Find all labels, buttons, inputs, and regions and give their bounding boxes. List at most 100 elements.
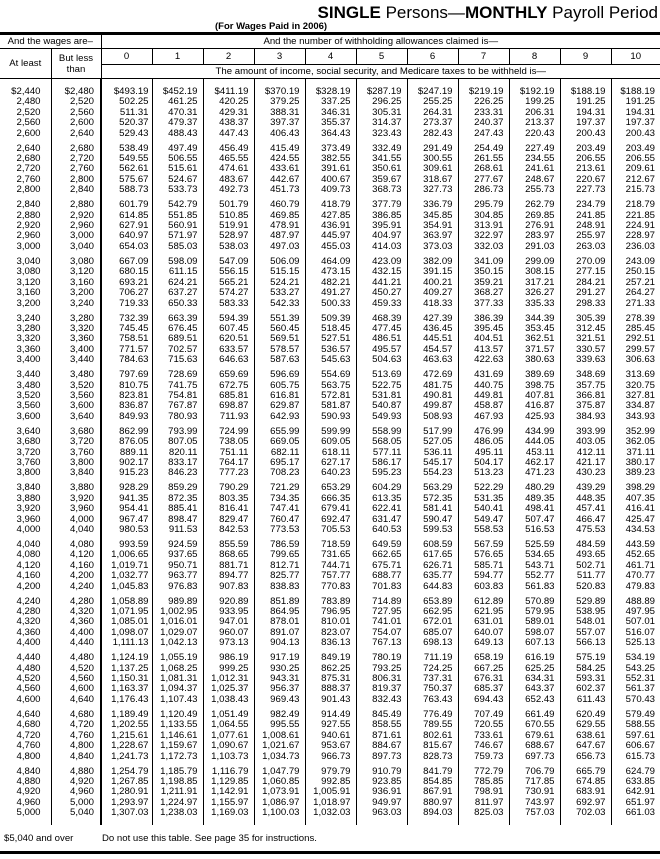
withholding-amount-5: 540.87 bbox=[355, 400, 407, 412]
withholding-amount-9: 692.97 bbox=[559, 797, 611, 809]
withholding-amount-8: 199.25 bbox=[508, 96, 560, 108]
wage-but-less-than: 5,040 bbox=[50, 807, 101, 819]
withholding-amount-10: 651.97 bbox=[610, 797, 660, 809]
wage-but-less-than: 3,960 bbox=[50, 503, 101, 515]
withholding-amount-4: 418.79 bbox=[304, 199, 356, 211]
withholding-amount-0: 1,137.25 bbox=[100, 663, 152, 675]
blank-cell bbox=[202, 195, 254, 201]
withholding-amount-6: 264.31 bbox=[406, 107, 458, 119]
blank-cell bbox=[151, 139, 203, 144]
blank-cell bbox=[457, 365, 509, 371]
withholding-amount-8: 398.75 bbox=[508, 380, 560, 391]
wage-at-least: 3,640 bbox=[16, 425, 41, 437]
blank-cell bbox=[50, 308, 101, 314]
withholding-amount-9: 312.45 bbox=[559, 323, 611, 335]
withholding-amount-4: 581.87 bbox=[304, 400, 356, 412]
withholding-amount-8: 335.33 bbox=[508, 298, 560, 309]
blank-cell bbox=[610, 252, 660, 257]
withholding-amount-10: 570.43 bbox=[610, 694, 660, 706]
withholding-amount-3: 708.23 bbox=[253, 467, 305, 479]
withholding-amount-9: 348.69 bbox=[559, 369, 611, 381]
withholding-amount-10: 624.79 bbox=[610, 766, 660, 777]
table-row: 4,600 4,640 1,176.43 1,107.43 1,038.43 969.43… bbox=[0, 694, 660, 706]
withholding-amount-7: 522.29 bbox=[457, 482, 509, 494]
withholding-amount-10: 488.89 bbox=[610, 596, 660, 608]
withholding-amount-0: 1,098.07 bbox=[100, 627, 152, 639]
withholding-amount-3: 864.95 bbox=[253, 606, 305, 618]
withholding-amount-10: 264.27 bbox=[610, 287, 660, 299]
withholding-amount-0: 758.51 bbox=[100, 333, 152, 345]
withholding-amount-0: 1,006.65 bbox=[100, 549, 152, 561]
withholding-amount-3: 1,086.97 bbox=[253, 797, 305, 809]
blank-cell bbox=[202, 308, 254, 314]
withholding-amount-1: 497.49 bbox=[151, 143, 203, 155]
withholding-amount-7: 476.99 bbox=[457, 426, 509, 438]
withholding-amount-4: 364.43 bbox=[304, 128, 356, 140]
withholding-amount-4: 666.35 bbox=[304, 493, 356, 505]
withholding-amount-10: 271.33 bbox=[610, 298, 660, 309]
withholding-amount-4: 731.65 bbox=[304, 549, 356, 561]
withholding-amount-0: 502.25 bbox=[100, 96, 152, 108]
wage-but-less-than: 3,440 bbox=[50, 354, 101, 366]
withholding-amount-2: 574.27 bbox=[202, 287, 254, 299]
blank-cell bbox=[508, 139, 560, 144]
withholding-amount-7: 440.75 bbox=[457, 380, 509, 391]
withholding-amount-1: 898.47 bbox=[151, 514, 203, 525]
table-row: 4,120 4,160 1,019.71 950.71 881.71 812.71 744.… bbox=[0, 560, 660, 572]
wage-but-less-than: 4,520 bbox=[50, 663, 101, 675]
withholding-amount-5: 936.91 bbox=[355, 786, 407, 798]
withholding-amount-1: 859.29 bbox=[151, 482, 203, 494]
group-gap bbox=[0, 252, 660, 257]
allowance-4-header: 4 bbox=[304, 48, 357, 65]
withholding-amount-9: 248.91 bbox=[559, 220, 611, 232]
blank-cell bbox=[50, 78, 101, 87]
withholding-amount-1: 551.85 bbox=[151, 210, 203, 222]
blank-cell bbox=[457, 648, 509, 654]
table-row: 4,960 5,000 1,293.97 1,224.97 1,155.97 1,086.… bbox=[0, 797, 660, 809]
withholding-amount-3: 695.17 bbox=[253, 457, 305, 469]
withholding-amount-1: 846.23 bbox=[151, 467, 203, 479]
blank-cell bbox=[100, 365, 152, 371]
wage-at-least: $2,440 bbox=[11, 86, 41, 97]
withholding-amount-10: 561.37 bbox=[610, 684, 660, 695]
wage-but-less-than: 4,720 bbox=[50, 719, 101, 731]
allowance-0-header: 0 bbox=[100, 48, 153, 65]
withholding-amount-4: 427.85 bbox=[304, 210, 356, 222]
withholding-amount-9: 511.77 bbox=[559, 570, 611, 582]
withholding-amount-8: 634.31 bbox=[508, 673, 560, 685]
withholding-amount-10: 200.43 bbox=[610, 128, 660, 140]
withholding-amount-10: 507.01 bbox=[610, 617, 660, 628]
withholding-amount-9: 620.49 bbox=[559, 709, 611, 721]
wage-at-least: 2,800 bbox=[16, 184, 41, 196]
blank-cell bbox=[100, 705, 152, 710]
withholding-amount-10: 516.07 bbox=[610, 627, 660, 639]
withholding-amount-4: 992.85 bbox=[304, 776, 356, 788]
withholding-amount-2: 501.79 bbox=[202, 199, 254, 211]
table-row: 2,480 2,520 502.25 461.25 420.25 379.25 337.25… bbox=[0, 96, 660, 108]
blank-cell bbox=[253, 535, 305, 540]
withholding-amount-3: 478.91 bbox=[253, 220, 305, 232]
blank-cell bbox=[50, 648, 101, 654]
withholding-amount-9: 448.35 bbox=[559, 493, 611, 505]
withholding-amount-8: 589.01 bbox=[508, 617, 560, 628]
blank-cell bbox=[100, 761, 152, 767]
withholding-amount-3: 982.49 bbox=[253, 709, 305, 721]
withholding-amount-8: 227.49 bbox=[508, 143, 560, 155]
withholding-amount-6: 436.45 bbox=[406, 323, 458, 335]
withholding-amount-4: 757.77 bbox=[304, 570, 356, 582]
withholding-amount-10: 334.87 bbox=[610, 400, 660, 412]
withholding-amount-10: 615.73 bbox=[610, 751, 660, 762]
withholding-amount-8: 317.21 bbox=[508, 277, 560, 289]
withholding-amount-8: 489.35 bbox=[508, 493, 560, 505]
withholding-amount-10: 299.57 bbox=[610, 344, 660, 356]
withholding-amount-3: 451.73 bbox=[253, 184, 305, 196]
withholding-amount-7: 772.79 bbox=[457, 766, 509, 777]
withholding-amount-8: 616.19 bbox=[508, 652, 560, 664]
title-persons: Persons— bbox=[380, 3, 465, 22]
withholding-amount-4: 355.37 bbox=[304, 117, 356, 129]
withholding-amount-5: 368.73 bbox=[355, 184, 407, 196]
table-row: 2,720 2,760 562.61 515.61 474.61 433.61 391.61… bbox=[0, 164, 660, 175]
wage-at-least: 3,920 bbox=[16, 503, 41, 515]
withholding-amount-10: 597.61 bbox=[610, 730, 660, 742]
withholding-amount-5: 468.39 bbox=[355, 313, 407, 324]
